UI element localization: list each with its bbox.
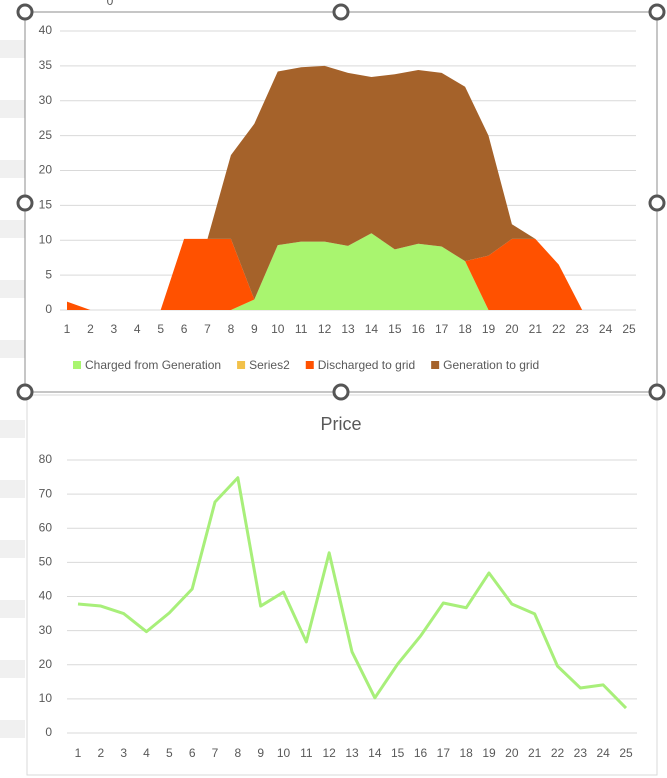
y-tick-label: 40	[39, 589, 53, 603]
x-tick-label: 17	[437, 746, 451, 760]
x-tick-label: 23	[574, 746, 588, 760]
x-tick-label: 12	[318, 322, 332, 336]
x-tick-label: 24	[599, 322, 613, 336]
y-tick-label: 20	[39, 163, 53, 177]
x-tick-label: 13	[341, 322, 355, 336]
x-tick-label: 22	[552, 322, 566, 336]
legend-label: Discharged to grid	[318, 358, 415, 372]
x-tick-label: 17	[435, 322, 449, 336]
legend-label: Generation to grid	[443, 358, 539, 372]
x-tick-label: 18	[458, 322, 472, 336]
x-tick-label: 9	[257, 746, 264, 760]
x-tick-label: 10	[277, 746, 291, 760]
y-tick-label: 30	[39, 623, 53, 637]
y-tick-label: 40	[39, 23, 53, 37]
legend-swatch	[431, 361, 440, 369]
legend-swatch	[73, 361, 81, 369]
x-tick-label: 11	[295, 322, 308, 336]
x-tick-label: 25	[622, 322, 636, 336]
x-tick-label: 23	[575, 322, 589, 336]
area	[67, 233, 629, 310]
y-tick-label: 35	[39, 58, 53, 72]
x-tick-label: 13	[345, 746, 359, 760]
y-tick-label: 10	[39, 691, 53, 705]
x-tick-label: 18	[459, 746, 473, 760]
legend-swatch	[305, 361, 314, 369]
y-tick-label: 15	[39, 198, 53, 212]
x-tick-label: 15	[388, 322, 402, 336]
x-tick-label: 6	[189, 746, 196, 760]
x-tick-label: 6	[181, 322, 188, 336]
x-tick-label: 15	[391, 746, 405, 760]
x-tick-label: 8	[228, 322, 235, 336]
y-tick-label: 0	[45, 302, 52, 316]
x-tick-label: 11	[300, 746, 313, 760]
x-tick-label: 7	[204, 322, 211, 336]
x-tick-label: 1	[75, 746, 82, 760]
x-tick-label: 22	[551, 746, 565, 760]
x-tick-label: 25	[619, 746, 633, 760]
x-tick-label: 3	[120, 746, 127, 760]
y-tick-label: 20	[39, 657, 53, 671]
x-tick-label: 20	[505, 746, 519, 760]
x-tick-label: 12	[322, 746, 336, 760]
y-tick-label: 50	[39, 555, 53, 569]
x-tick-label: 14	[365, 322, 379, 336]
x-tick-label: 19	[482, 322, 496, 336]
x-tick-label: 10	[271, 322, 285, 336]
y-tick-label: 10	[39, 232, 53, 246]
cut-label: 0	[107, 0, 114, 8]
y-tick-label: 5	[45, 267, 52, 281]
x-tick-label: 16	[414, 746, 428, 760]
x-tick-label: 2	[97, 746, 104, 760]
x-tick-label: 21	[529, 322, 543, 336]
x-tick-label: 7	[212, 746, 219, 760]
sheet-rows	[0, 40, 25, 738]
chart-title: Price	[320, 414, 361, 434]
area	[67, 65, 629, 310]
y-tick-label: 80	[39, 452, 53, 466]
x-tick-label: 20	[505, 322, 519, 336]
x-tick-label: 21	[528, 746, 542, 760]
legend-label: Charged from Generation	[85, 358, 221, 372]
x-tick-label: 1	[64, 322, 71, 336]
selection-handles[interactable]	[16, 3, 666, 401]
area	[67, 233, 629, 310]
x-tick-label: 16	[412, 322, 426, 336]
x-tick-label: 5	[157, 322, 164, 336]
x-tick-label: 2	[87, 322, 94, 336]
x-tick-label: 24	[596, 746, 610, 760]
legend-swatch	[237, 361, 246, 369]
x-tick-label: 4	[143, 746, 150, 760]
x-tick-label: 9	[251, 322, 258, 336]
x-tick-label: 5	[166, 746, 173, 760]
x-tick-label: 19	[482, 746, 496, 760]
x-tick-label: 14	[368, 746, 382, 760]
y-tick-label: 0	[45, 725, 52, 739]
y-tick-label: 25	[39, 128, 53, 142]
x-tick-label: 4	[134, 322, 141, 336]
y-tick-label: 60	[39, 520, 53, 534]
x-tick-label: 8	[234, 746, 241, 760]
chart-frame	[26, 394, 658, 776]
y-tick-label: 70	[39, 486, 53, 500]
line	[77, 476, 628, 710]
legend-label: Series2	[249, 358, 290, 372]
y-tick-label: 30	[39, 93, 53, 107]
x-tick-label: 3	[110, 322, 117, 336]
